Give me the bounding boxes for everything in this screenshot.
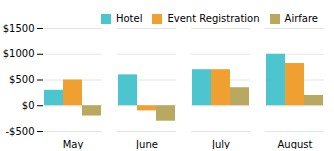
html-text:Airfare: Airfare — [284, 13, 318, 24]
svg-text:$0: $0 — [22, 100, 35, 111]
svg-text:August: August — [278, 139, 313, 149]
svg-text:July: July — [211, 139, 230, 149]
svg-text:May: May — [63, 139, 84, 149]
html-text:Hotel: Hotel — [115, 13, 143, 24]
svg-text:June: June — [135, 139, 158, 149]
svg-text:$1000: $1000 — [3, 48, 35, 59]
svg-text:$500: $500 — [9, 74, 34, 85]
html-text:Event Registration: Event Registration — [167, 13, 260, 24]
svg-text:$1500: $1500 — [3, 23, 35, 34]
svg-text:-$500: -$500 — [5, 126, 34, 137]
